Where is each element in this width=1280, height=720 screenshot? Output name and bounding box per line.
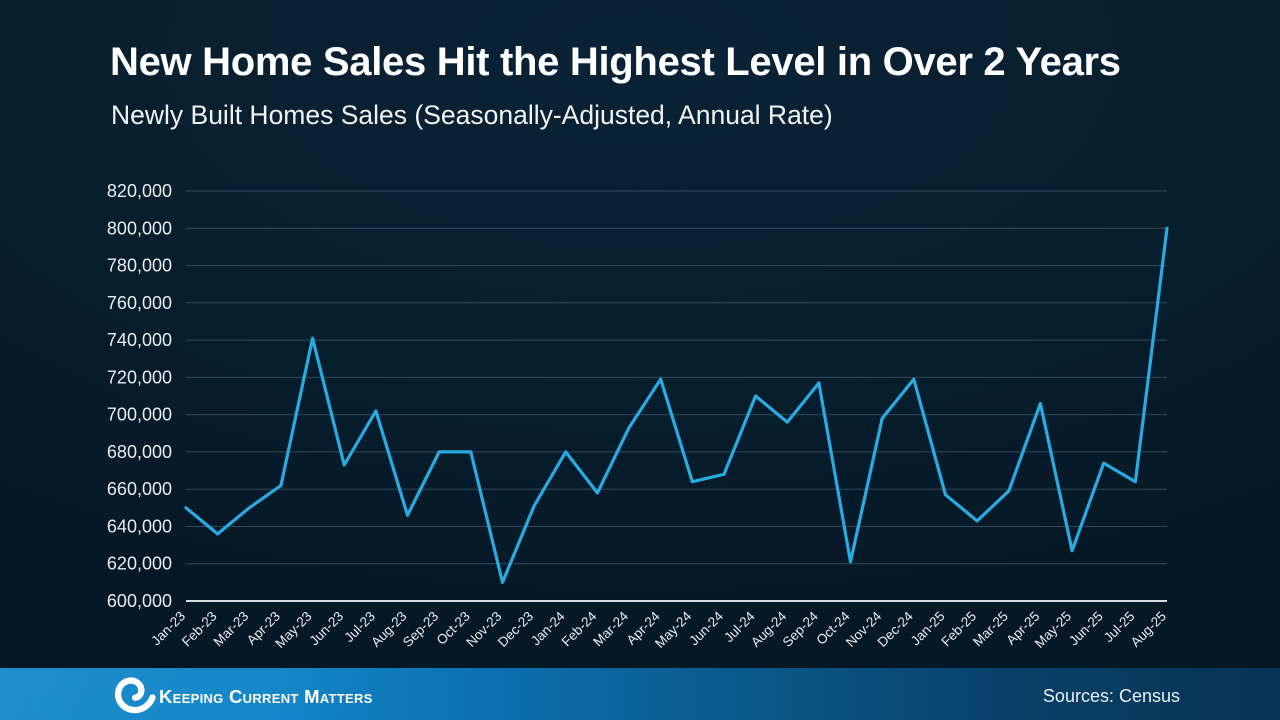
- svg-text:Feb-23: Feb-23: [179, 609, 220, 650]
- svg-text:Dec-23: Dec-23: [495, 609, 536, 650]
- svg-text:820,000: 820,000: [107, 181, 172, 201]
- svg-text:700,000: 700,000: [107, 405, 172, 425]
- svg-text:Mar-24: Mar-24: [590, 608, 631, 649]
- svg-text:660,000: 660,000: [107, 479, 172, 499]
- svg-text:680,000: 680,000: [107, 442, 172, 462]
- svg-text:Aug-25: Aug-25: [1128, 609, 1169, 650]
- svg-text:Mar-25: Mar-25: [970, 609, 1011, 650]
- svg-text:800,000: 800,000: [107, 218, 172, 238]
- svg-text:600,000: 600,000: [107, 591, 172, 611]
- svg-text:Jun-25: Jun-25: [1066, 609, 1106, 649]
- svg-text:740,000: 740,000: [107, 330, 172, 350]
- svg-text:Mar-23: Mar-23: [211, 609, 252, 650]
- svg-text:Feb-25: Feb-25: [938, 609, 979, 650]
- svg-text:Dec-24: Dec-24: [875, 608, 917, 650]
- svg-text:Jun-23: Jun-23: [307, 609, 347, 649]
- svg-text:760,000: 760,000: [107, 293, 172, 313]
- svg-text:May-24: May-24: [652, 608, 695, 651]
- svg-text:720,000: 720,000: [107, 367, 172, 387]
- svg-text:Jun-24: Jun-24: [686, 608, 726, 648]
- svg-text:620,000: 620,000: [107, 554, 172, 574]
- svg-text:780,000: 780,000: [107, 256, 172, 276]
- svg-text:Sep-24: Sep-24: [780, 608, 822, 650]
- svg-text:Sep-23: Sep-23: [400, 609, 441, 650]
- svg-text:640,000: 640,000: [107, 517, 172, 537]
